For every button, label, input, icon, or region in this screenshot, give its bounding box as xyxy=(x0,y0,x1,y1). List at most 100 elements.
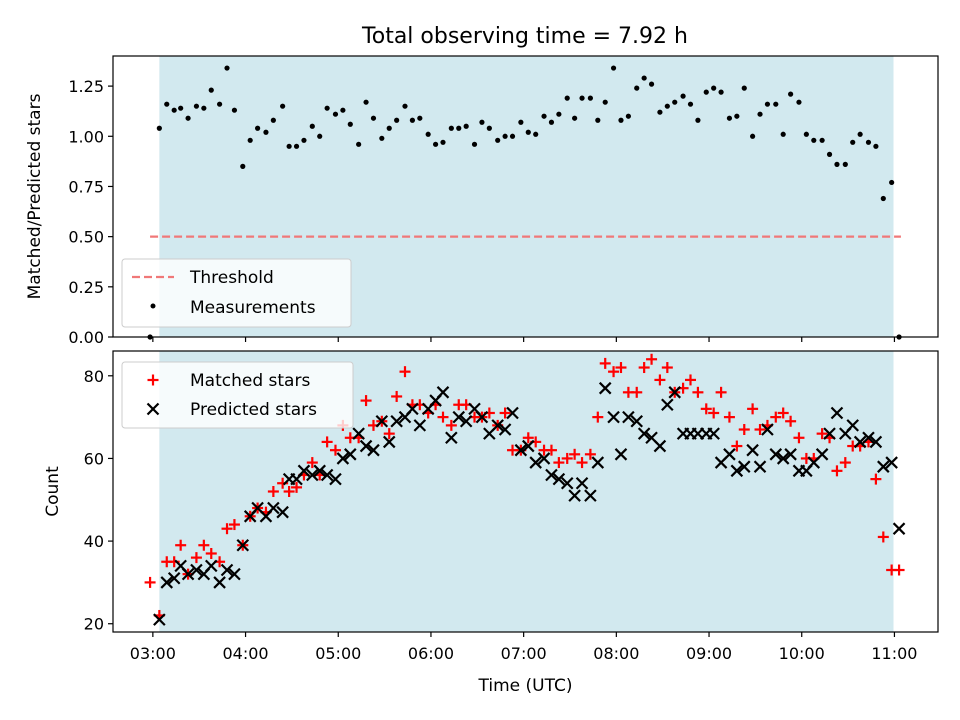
measurement-point xyxy=(486,125,492,131)
predicted-stars-point xyxy=(522,439,535,453)
top-y-tick-label: 0.50 xyxy=(68,228,104,247)
measurement-point xyxy=(255,125,261,131)
matched-stars-point xyxy=(700,403,712,415)
measurement-point xyxy=(819,137,825,143)
measurement-point xyxy=(842,161,848,167)
measurement-point xyxy=(363,99,369,105)
top-y-ticks: 0.00 0.25 0.50 0.75 1.00 1.25 xyxy=(68,77,113,347)
measurement-point xyxy=(572,115,578,121)
measurement-point xyxy=(471,141,478,147)
matched-stars-point xyxy=(329,444,341,456)
measurement-point xyxy=(247,137,253,143)
matched-stars-point xyxy=(175,539,187,551)
matched-stars-point xyxy=(584,448,596,460)
bottom-y-tick-label: 80 xyxy=(84,367,104,386)
predicted-stars-point xyxy=(637,427,651,440)
x-tick-label: 10:00 xyxy=(779,644,825,663)
matched-stars-point xyxy=(553,457,565,469)
predicted-stars-point xyxy=(737,460,751,473)
matched-stars-point xyxy=(692,386,704,398)
threshold-legend-label: Threshold xyxy=(189,268,274,288)
measurement-point xyxy=(764,101,771,107)
matched-stars-point xyxy=(893,564,905,576)
predicted-stars-point xyxy=(359,439,373,453)
predicted-stars-point xyxy=(181,567,195,581)
measurement-point xyxy=(648,81,655,87)
matched-stars-point xyxy=(399,366,411,378)
measurement-point xyxy=(448,125,454,131)
bottom-y-tick-label: 20 xyxy=(84,615,104,634)
measurement-point xyxy=(417,115,423,121)
x-tick-label: 06:00 xyxy=(408,644,454,663)
predicted-stars-point xyxy=(584,489,597,502)
predicted-stars-point xyxy=(598,381,612,395)
measurement-point xyxy=(425,131,431,137)
matched-stars-point xyxy=(777,407,789,419)
predicted-stars-point xyxy=(475,410,489,424)
measurement-point xyxy=(718,89,724,95)
measurement-point xyxy=(324,105,330,111)
measurement-point xyxy=(217,101,223,107)
matched-stars-point xyxy=(190,552,202,564)
measurement-point xyxy=(664,103,670,109)
predicted-stars-point xyxy=(846,419,859,432)
predicted-stars-point xyxy=(190,563,203,577)
predicted-stars-point xyxy=(160,576,174,589)
measurement-point xyxy=(803,131,809,137)
measurement-point xyxy=(156,125,162,131)
measurement-point xyxy=(463,123,469,129)
predicted-stars-point xyxy=(445,431,458,445)
measurement-point xyxy=(456,125,462,131)
measurement-point xyxy=(556,111,562,117)
measurement-point xyxy=(687,101,694,107)
matched-stars-point xyxy=(723,411,735,423)
measurement-point xyxy=(340,107,346,113)
measurement-point xyxy=(634,85,640,91)
predicted-stars-point xyxy=(436,386,450,399)
matched-stars-point xyxy=(738,424,750,436)
predicted-stars-point xyxy=(607,410,620,424)
measurement-point xyxy=(595,117,601,123)
predicted-stars-point xyxy=(213,576,226,589)
measurement-point xyxy=(309,123,315,129)
x-tick-label: 04:00 xyxy=(223,644,269,663)
predicted-stars-point xyxy=(784,448,797,461)
predicted-stars-point xyxy=(276,505,289,519)
measurement-point xyxy=(857,131,863,137)
predicted-stars-point xyxy=(537,452,551,465)
predicted-stars-point xyxy=(506,406,519,420)
predicted-stars-legend-swatch xyxy=(146,402,160,416)
matched-stars-point xyxy=(747,403,759,415)
matched-stars-point xyxy=(599,357,611,369)
measurement-point xyxy=(495,137,501,143)
measurements-legend-label: Measurements xyxy=(190,298,316,318)
matched-stars-point xyxy=(569,448,581,460)
measurement-point xyxy=(834,161,840,167)
predicted-stars-point xyxy=(452,410,466,424)
predicted-stars-point xyxy=(220,563,234,577)
measurement-point xyxy=(402,103,408,109)
measurement-point xyxy=(602,99,608,105)
matched-stars-point xyxy=(437,411,449,423)
measurement-point xyxy=(440,139,446,145)
top-y-axis-label: Matched/Predicted stars xyxy=(25,93,45,299)
measurement-point xyxy=(240,163,246,169)
predicted-stars-point xyxy=(776,452,790,465)
predicted-stars-point xyxy=(545,468,558,482)
measurement-point xyxy=(379,135,385,141)
matched-stars-point xyxy=(831,465,843,477)
predicted-stars-point xyxy=(653,439,667,453)
bottom-legend: Matched stars Predicted stars xyxy=(121,361,354,429)
measurement-point xyxy=(185,115,191,121)
predicted-stars-point xyxy=(630,414,644,428)
predicted-stars-point xyxy=(853,435,867,449)
matched-stars-point xyxy=(631,386,643,398)
measurement-point xyxy=(889,179,895,186)
measurement-point xyxy=(178,105,184,111)
measurement-point xyxy=(750,133,756,139)
predicted-stars-point xyxy=(320,468,334,482)
measurement-point xyxy=(741,85,747,91)
predicted-stars-point xyxy=(204,559,218,573)
x-tick-label: 11:00 xyxy=(871,644,917,663)
measurement-point xyxy=(618,117,624,123)
